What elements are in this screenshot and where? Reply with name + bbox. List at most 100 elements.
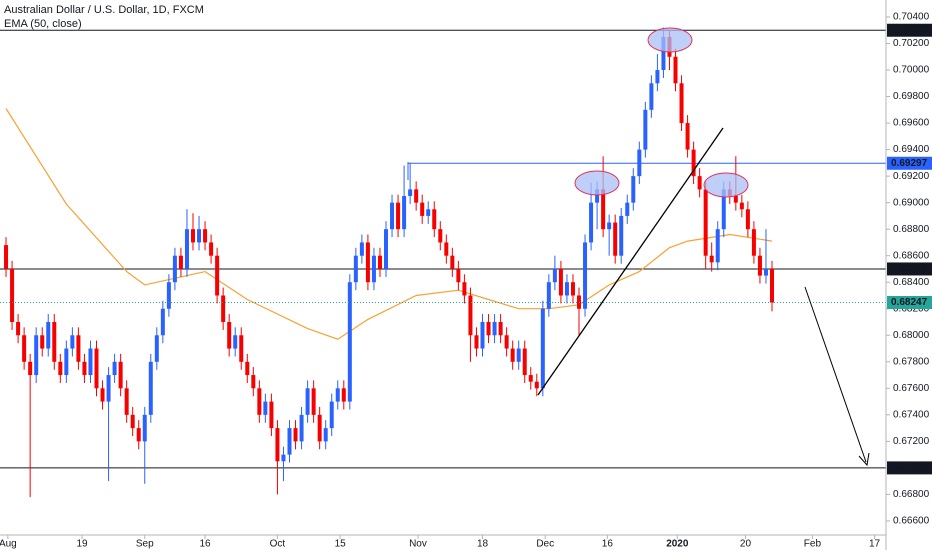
x-tick-label: 18	[477, 539, 489, 550]
level-label: 0.70300	[891, 25, 928, 36]
trend-line	[537, 127, 724, 396]
candle-body	[112, 361, 117, 376]
candle-body	[209, 242, 214, 256]
candle-body	[426, 209, 431, 216]
candle-body	[516, 348, 521, 362]
candle-body	[751, 229, 756, 256]
x-tick-label: Nov	[409, 539, 427, 550]
candle-body	[522, 348, 527, 376]
candle-body	[474, 335, 479, 349]
y-tick-label: 0.67400	[893, 409, 930, 420]
candle-body	[263, 401, 268, 415]
candle-body	[371, 255, 376, 283]
candle-body	[450, 255, 455, 269]
candle-body	[396, 202, 401, 230]
candle-body	[353, 255, 358, 283]
candle-body	[64, 348, 69, 376]
x-tick-label: 19	[76, 539, 88, 550]
price-label-bg	[887, 296, 932, 310]
candle-body	[757, 255, 762, 276]
x-tick-label: 17	[869, 539, 881, 550]
arrow-head	[858, 452, 870, 467]
y-tick-label: 0.68000	[893, 330, 930, 341]
y-tick-label: 0.68800	[893, 224, 930, 235]
candle-body	[359, 242, 364, 256]
candle-body	[715, 229, 720, 263]
candle-body	[462, 282, 467, 296]
candle-body	[118, 361, 123, 389]
candle-body	[106, 375, 111, 402]
candle-body	[492, 322, 497, 336]
candle-body	[94, 348, 99, 389]
y-tick-label: 0.67600	[893, 383, 930, 394]
candle-body	[480, 322, 485, 349]
candle-body	[733, 196, 738, 203]
candle-body	[46, 322, 51, 349]
candle-body	[498, 322, 503, 336]
price-label: 0.68247	[891, 297, 928, 308]
candle-body	[166, 282, 171, 309]
candle-body	[703, 189, 708, 256]
candle-body	[685, 123, 690, 150]
candle-body	[763, 268, 768, 276]
candle-body	[130, 414, 135, 429]
candle-body	[486, 322, 491, 336]
candle-body	[317, 414, 322, 442]
y-tick-label: 0.69200	[893, 171, 930, 182]
x-tick-label: Oct	[270, 539, 286, 550]
candle-body	[40, 335, 45, 349]
candle-body	[655, 70, 660, 84]
candle-body	[540, 308, 545, 389]
candle-body	[673, 56, 678, 84]
x-tick-label: 20	[740, 539, 752, 550]
x-tick-label: Feb	[804, 539, 822, 550]
highlight-ellipse	[647, 27, 693, 53]
candle-body	[16, 322, 21, 336]
candle-body	[607, 222, 612, 230]
candle-body	[245, 361, 250, 376]
candle-body	[323, 428, 328, 442]
candle-body	[221, 295, 226, 323]
candle-body	[58, 361, 63, 376]
y-tick-label: 0.70000	[893, 65, 930, 76]
x-tick-label: 16	[602, 539, 614, 550]
candle-body	[631, 176, 636, 203]
y-tick-label: 0.69000	[893, 197, 930, 208]
candle-body	[390, 202, 395, 230]
candle-body	[251, 375, 256, 389]
candle-body	[233, 335, 238, 349]
candle-body	[414, 189, 419, 203]
candle-body	[88, 348, 93, 376]
candle-body	[178, 255, 183, 269]
candle-body	[269, 401, 274, 429]
candle-body	[377, 255, 382, 269]
candle-body	[679, 83, 684, 124]
candle-body	[637, 149, 642, 177]
candle-body	[148, 361, 153, 415]
candle-body	[239, 335, 244, 362]
candle-body	[420, 202, 425, 216]
candle-body	[528, 375, 533, 382]
level-label: 0.67000	[891, 463, 928, 474]
y-tick-label: 0.68600	[893, 250, 930, 261]
candle-body	[601, 189, 606, 230]
candle-body	[227, 322, 232, 349]
y-tick-label: 0.67200	[893, 436, 930, 447]
candle-body	[341, 388, 346, 402]
candle-body	[215, 255, 220, 296]
candle-body	[124, 388, 129, 415]
y-tick-label: 0.66800	[893, 489, 930, 500]
y-tick-label: 0.70400	[893, 12, 930, 23]
ema-line	[5, 108, 773, 340]
y-tick-label: 0.69600	[893, 118, 930, 129]
candle-body	[619, 215, 624, 256]
candle-body	[197, 229, 202, 243]
candle-body	[534, 381, 539, 389]
y-tick-label: 0.69800	[893, 91, 930, 102]
candle-body	[22, 335, 27, 362]
candle-body	[52, 322, 57, 362]
plot-area	[0, 27, 886, 498]
candle-body	[770, 268, 775, 303]
level-label-bg	[887, 461, 932, 475]
